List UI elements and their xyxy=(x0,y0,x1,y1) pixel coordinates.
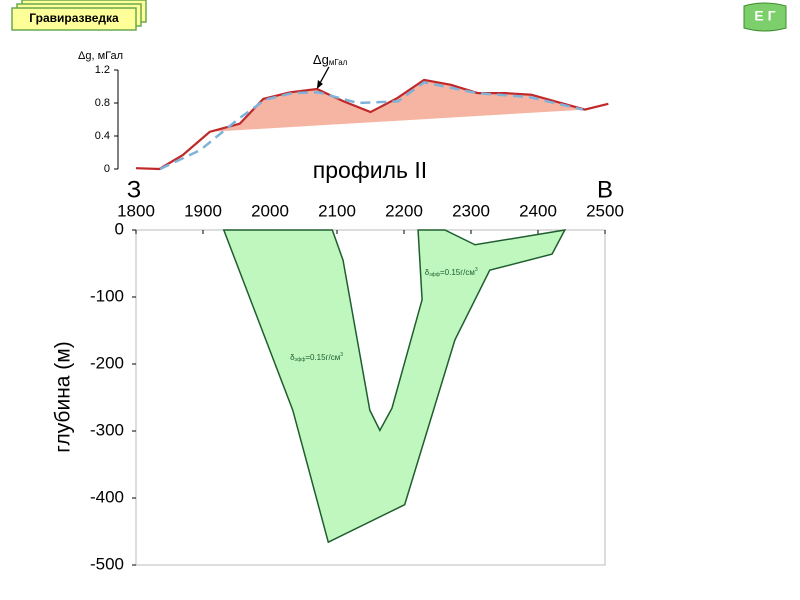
y-axis-label: глубина (м) xyxy=(52,341,75,452)
east-label: В xyxy=(597,176,613,203)
anomaly-fill xyxy=(209,79,585,132)
density-body xyxy=(222,229,567,544)
label-sup: 3 xyxy=(475,267,478,273)
west-label: З xyxy=(127,176,142,203)
y-tick-label: -500 xyxy=(90,554,124,573)
label-text: =0.15г/см xyxy=(305,353,340,362)
y-tick-label: -100 xyxy=(90,286,124,305)
x-tick-label: 2400 xyxy=(519,201,557,220)
y-tick-label: -200 xyxy=(90,353,124,372)
density-label: δэфф=0.15г/см3 xyxy=(290,352,343,363)
annotation-arrowhead xyxy=(316,79,323,89)
y-tick-label: 0.8 xyxy=(95,97,110,109)
corner-button[interactable]: Е Г xyxy=(743,2,787,32)
series-line xyxy=(159,81,584,171)
x-tick-label: 2000 xyxy=(251,201,289,220)
label-sub: эфф xyxy=(295,357,306,363)
plot-frame xyxy=(135,229,606,566)
corner-label[interactable]: Е Г xyxy=(754,8,775,24)
label-sub: эфф xyxy=(429,272,440,278)
label-text: =0.15г/см xyxy=(440,268,475,277)
y-tick-label: 0 xyxy=(115,219,124,238)
button-label[interactable]: Гравиразведка xyxy=(29,11,119,25)
y-tick-label: 0 xyxy=(104,163,110,175)
series-line xyxy=(135,78,609,171)
x-tick-label: 2100 xyxy=(318,201,356,220)
x-tick-label: 2200 xyxy=(385,201,423,220)
y-tick-label: -400 xyxy=(90,487,124,506)
label-symbol: δ xyxy=(290,353,295,362)
x-tick-label: 1900 xyxy=(184,201,222,220)
label-sup: 3 xyxy=(340,352,343,358)
label-symbol: δ xyxy=(425,268,430,277)
x-tick-label: 2300 xyxy=(452,201,490,220)
y-tick-label: 0.4 xyxy=(95,130,110,142)
density-label: δэфф=0.15г/см3 xyxy=(425,267,478,278)
annotation-symbol: Δg xyxy=(313,52,329,67)
y-tick-label: -300 xyxy=(90,420,124,439)
section-title: профиль II xyxy=(313,157,427,183)
y-tick-label: 1.2 xyxy=(95,64,110,76)
section-button[interactable]: Гравиразведка xyxy=(11,0,147,31)
y-axis-label: Δg, мГал xyxy=(78,50,123,62)
annotation-unit: мГал xyxy=(329,58,348,67)
annotation: ΔgмГал xyxy=(313,52,348,67)
x-tick-label: 1800 xyxy=(117,201,155,220)
x-tick-label: 2500 xyxy=(586,201,624,220)
